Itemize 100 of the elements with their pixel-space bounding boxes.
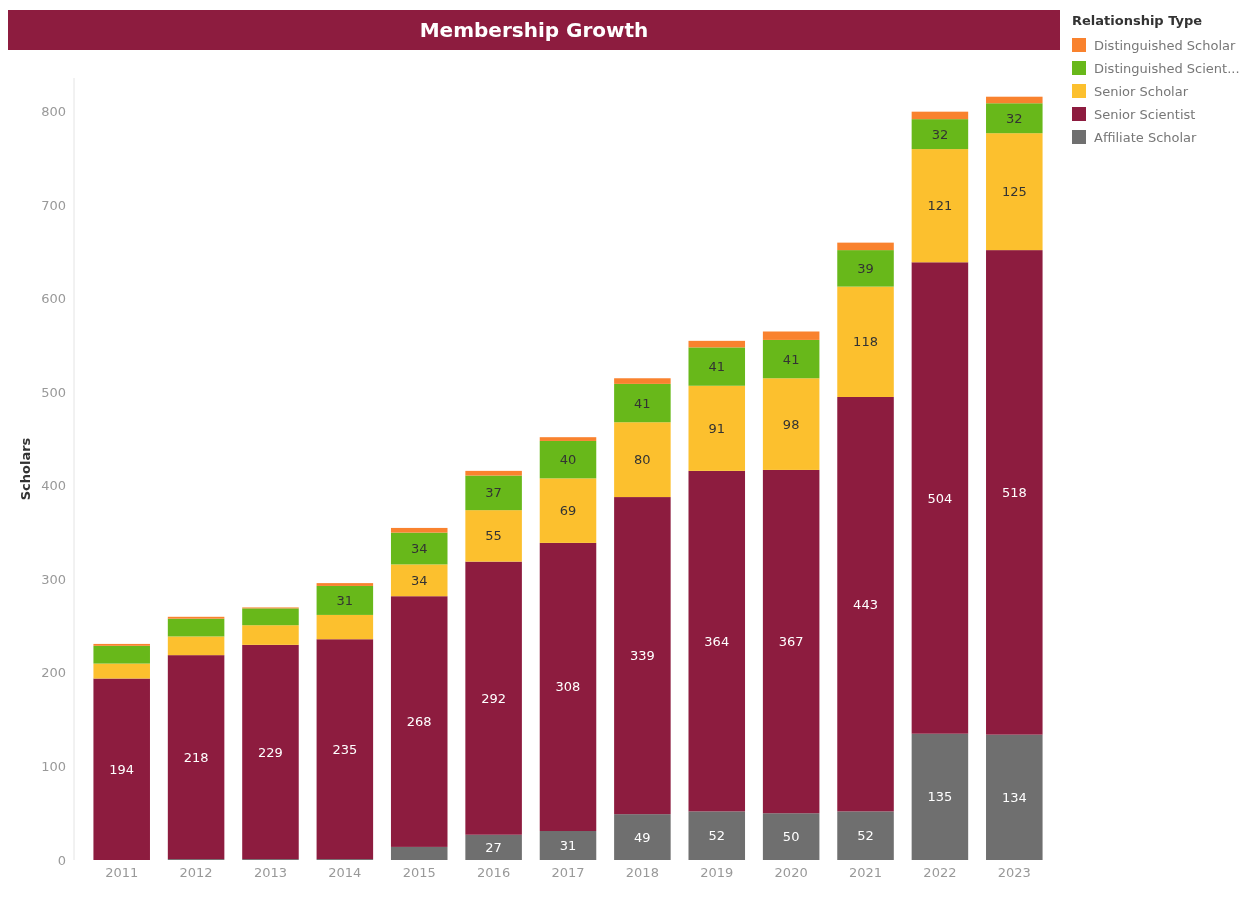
data-label: 194 [109,761,135,777]
bar [390,527,448,533]
bar [93,645,150,664]
y-tick-label: 100 [41,759,66,775]
x-tick-label: 2017 [551,865,585,881]
bar [390,596,448,847]
data-label: 32 [1006,110,1023,126]
x-tick-label: 2014 [328,865,362,881]
y-tick-label: 0 [57,852,66,868]
legend-label: Distinguished Scholar [1094,37,1237,53]
bar [688,470,746,812]
x-tick-label: 2011 [105,865,139,881]
x-tick-label: 2016 [477,865,511,881]
legend-label: Distinguished Scient... [1094,60,1240,76]
data-label: 41 [634,395,651,411]
data-label: 504 [927,490,953,506]
data-label: 135 [927,789,953,805]
bar [762,813,820,860]
x-tick-label: 2020 [774,865,808,881]
bar [242,608,299,626]
data-label: 52 [708,828,726,844]
x-tick-label: 2018 [625,865,659,881]
bar [911,149,969,263]
bar [986,133,1043,251]
data-label: 52 [857,828,874,844]
bar [614,814,671,860]
y-tick-label: 300 [41,571,66,587]
legend-label: Affiliate Scholar [1094,129,1198,145]
bar [614,378,671,384]
bar [837,242,894,251]
data-label: 41 [708,359,726,375]
bar [167,618,225,637]
bar [316,585,374,615]
data-label: 40 [559,452,577,468]
bar [688,385,746,471]
y-tick-label: 600 [41,291,66,307]
data-label: 41 [782,351,800,367]
data-label: 27 [485,839,502,855]
legend-label: Senior Scholar [1094,83,1189,99]
x-tick-label: 2023 [997,865,1031,881]
data-label: 339 [629,648,655,664]
bar [539,831,597,860]
data-label: 268 [406,714,432,730]
y-tick-label: 700 [41,197,66,213]
bar [911,733,969,860]
bar [911,111,969,120]
bar [986,734,1043,860]
data-label: 235 [332,741,358,757]
bar [614,422,671,498]
data-label: 34 [410,572,428,588]
bar [986,250,1043,735]
bar [316,614,374,640]
data-label: 37 [485,485,502,501]
bar [539,478,597,543]
bar [986,103,1043,134]
bar [688,347,746,386]
y-tick-label: 800 [41,104,66,120]
bar [242,644,299,860]
data-label: 55 [485,528,502,544]
x-tick-label: 2019 [700,865,734,881]
bar [762,378,820,470]
bar [390,564,448,597]
data-label: 31 [559,838,577,854]
y-axis-title: Scholars [18,437,33,501]
bar [539,542,597,831]
x-tick-label: 2013 [253,865,288,881]
bar [614,383,671,423]
bar [837,250,894,287]
bar [614,497,671,815]
bar [465,510,522,562]
bar [242,625,299,645]
bar [837,396,894,812]
data-label: 125 [1001,184,1027,200]
y-tick-label: 200 [41,665,66,681]
data-label: 34 [410,541,428,557]
bar [539,440,597,479]
bar [93,663,150,679]
bar [911,119,969,150]
data-label: 80 [634,452,651,468]
legend-label: Senior Scientist [1094,106,1196,122]
data-label: 443 [853,596,878,612]
bar [316,639,374,860]
x-tick-label: 2021 [848,865,883,881]
bar [688,340,746,348]
bar [93,678,150,860]
data-label: 121 [927,198,953,214]
bar [390,846,448,860]
bar [837,811,894,860]
data-label: 31 [336,592,354,608]
bar [911,262,969,734]
data-label: 134 [1001,789,1027,805]
bar [688,811,746,860]
data-label: 39 [857,260,874,276]
bar [986,96,1043,104]
chart-title: Membership Growth [419,18,649,42]
bar [539,437,597,441]
data-label: 367 [778,634,804,650]
data-label: 69 [559,503,577,519]
bar [762,331,820,340]
bar [390,532,448,565]
